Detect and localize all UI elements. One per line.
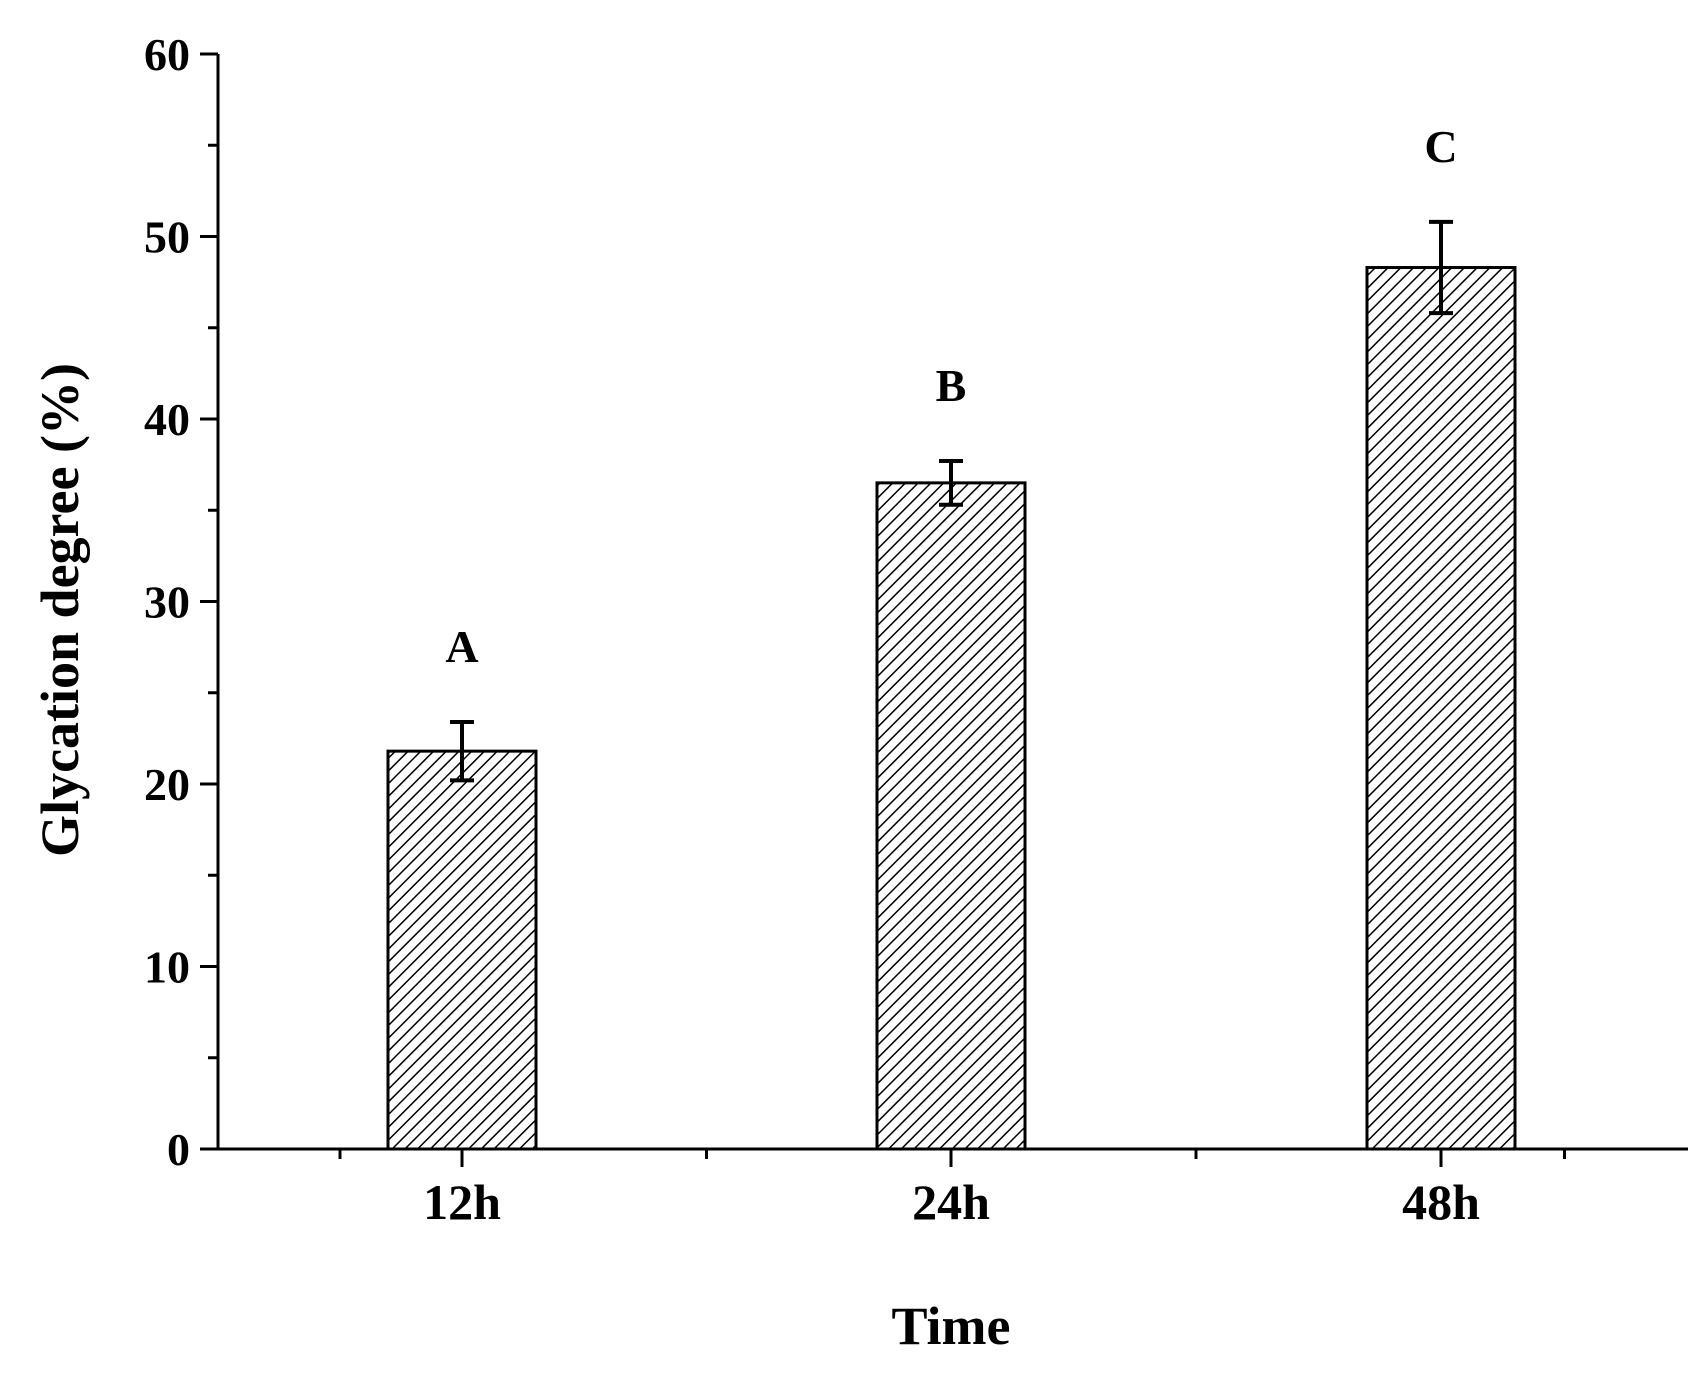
bar-48h: [1365, 266, 1517, 1151]
bars: [386, 266, 1517, 1151]
bar-24h: [875, 481, 1027, 1151]
x-tick-label-12h: 12h: [423, 1174, 501, 1230]
x-axis-label: Time: [892, 1296, 1011, 1356]
significance-letter-48h: C: [1424, 121, 1457, 172]
y-tick-label: 30: [144, 577, 190, 628]
labels: Glycation degree (%) Time 0 10 20 30 40 50 60 A…: [30, 29, 1480, 1356]
y-tick-label: 0: [167, 1124, 190, 1175]
y-axis-label: Glycation degree (%): [30, 363, 90, 857]
y-tick-label: 10: [144, 942, 190, 993]
y-tick-label: 50: [144, 212, 190, 263]
x-tick-label-24h: 24h: [912, 1174, 990, 1230]
x-tick-label-48h: 48h: [1402, 1174, 1480, 1230]
significance-letter-12h: A: [445, 621, 478, 672]
error-bars: [450, 219, 1453, 783]
y-tick-label: 60: [144, 29, 190, 80]
bar-12h: [386, 749, 538, 1151]
significance-letter-24h: B: [936, 360, 967, 411]
y-tick-label: 40: [144, 394, 190, 445]
y-tick-label: 20: [144, 759, 190, 810]
